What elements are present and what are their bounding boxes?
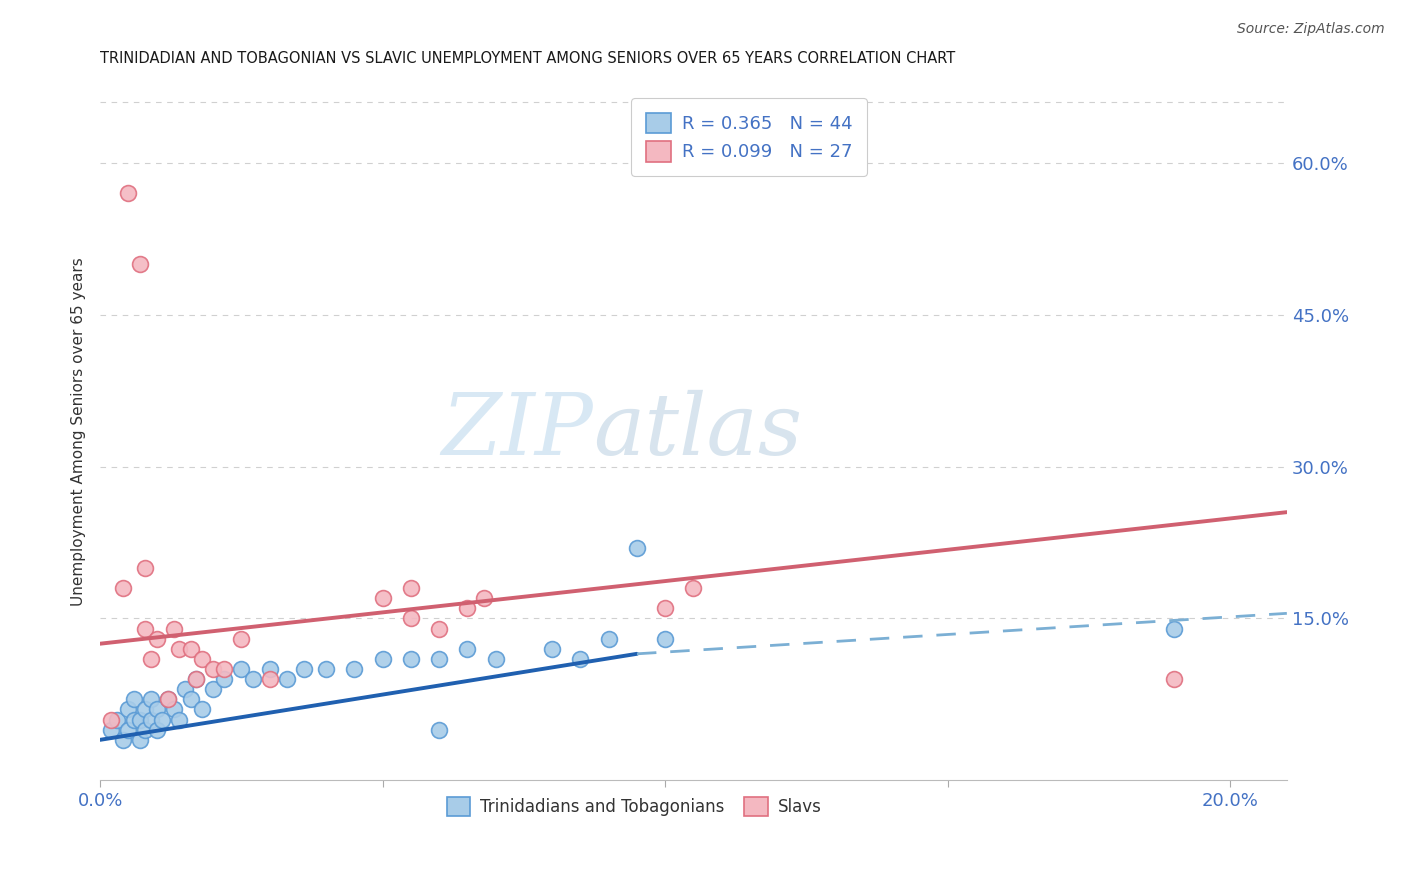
Point: [214, 672, 236, 686]
Point: [456, 641, 478, 656]
Point: [654, 632, 676, 646]
Point: [682, 581, 704, 595]
Y-axis label: Unemployment Among Seniors over 65 years: Unemployment Among Seniors over 65 years: [72, 257, 86, 606]
Point: [427, 723, 450, 737]
Point: [134, 561, 156, 575]
Point: [150, 713, 173, 727]
Point: [111, 581, 134, 595]
Point: [145, 632, 167, 646]
Point: [399, 611, 422, 625]
Point: [156, 692, 179, 706]
Point: [139, 692, 162, 706]
Point: [117, 702, 139, 716]
Point: [598, 632, 620, 646]
Point: [231, 632, 253, 646]
Point: [569, 652, 592, 666]
Point: [167, 641, 190, 656]
Point: [134, 702, 156, 716]
Point: [654, 601, 676, 615]
Point: [343, 662, 366, 676]
Point: [134, 622, 156, 636]
Point: [202, 682, 225, 697]
Point: [139, 713, 162, 727]
Point: [191, 652, 214, 666]
Point: [276, 672, 298, 686]
Point: [399, 652, 422, 666]
Point: [399, 581, 422, 595]
Point: [541, 641, 564, 656]
Point: [100, 713, 122, 727]
Point: [315, 662, 337, 676]
Point: [117, 186, 139, 201]
Point: [186, 672, 208, 686]
Point: [231, 662, 253, 676]
Point: [214, 662, 236, 676]
Point: [202, 662, 225, 676]
Point: [1163, 622, 1185, 636]
Point: [145, 702, 167, 716]
Point: [427, 652, 450, 666]
Point: [167, 713, 190, 727]
Point: [145, 723, 167, 737]
Point: [626, 541, 648, 555]
Text: ZIP: ZIP: [440, 390, 592, 473]
Point: [1163, 672, 1185, 686]
Point: [122, 692, 145, 706]
Point: [139, 652, 162, 666]
Point: [134, 723, 156, 737]
Point: [259, 672, 281, 686]
Point: [427, 622, 450, 636]
Text: TRINIDADIAN AND TOBAGONIAN VS SLAVIC UNEMPLOYMENT AMONG SENIORS OVER 65 YEARS CO: TRINIDADIAN AND TOBAGONIAN VS SLAVIC UNE…: [100, 51, 956, 66]
Point: [456, 601, 478, 615]
Text: atlas: atlas: [592, 390, 801, 473]
Point: [162, 702, 184, 716]
Point: [485, 652, 508, 666]
Point: [371, 652, 394, 666]
Legend: Trinidadians and Tobagonians, Slavs: Trinidadians and Tobagonians, Slavs: [439, 789, 830, 824]
Point: [128, 732, 150, 747]
Point: [180, 692, 202, 706]
Point: [474, 591, 496, 606]
Point: [162, 622, 184, 636]
Point: [242, 672, 264, 686]
Point: [186, 672, 208, 686]
Point: [259, 662, 281, 676]
Point: [100, 723, 122, 737]
Point: [180, 641, 202, 656]
Point: [292, 662, 315, 676]
Point: [174, 682, 197, 697]
Point: [117, 723, 139, 737]
Point: [191, 702, 214, 716]
Point: [128, 257, 150, 271]
Text: Source: ZipAtlas.com: Source: ZipAtlas.com: [1237, 22, 1385, 37]
Point: [111, 732, 134, 747]
Point: [156, 692, 179, 706]
Point: [371, 591, 394, 606]
Point: [105, 713, 128, 727]
Point: [122, 713, 145, 727]
Point: [128, 713, 150, 727]
